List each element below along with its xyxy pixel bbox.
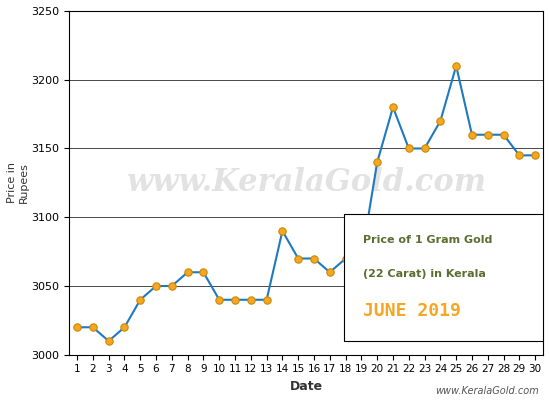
Point	[183, 269, 192, 276]
Point	[341, 255, 350, 262]
X-axis label: Date: Date	[289, 380, 323, 393]
Point	[230, 296, 239, 303]
Text: JUNE 2019: JUNE 2019	[363, 302, 461, 320]
Point	[468, 132, 476, 138]
Point	[436, 118, 445, 124]
FancyBboxPatch shape	[344, 214, 543, 341]
Point	[310, 255, 318, 262]
Point	[246, 296, 255, 303]
Text: Price of 1 Gram Gold: Price of 1 Gram Gold	[363, 235, 492, 245]
Point	[499, 132, 508, 138]
Point	[104, 338, 113, 344]
Point	[404, 145, 413, 152]
Point	[199, 269, 208, 276]
Text: www.KeralaGold.com: www.KeralaGold.com	[435, 386, 539, 396]
Point	[278, 228, 287, 234]
Point	[452, 63, 460, 69]
Point	[373, 159, 382, 166]
Point	[389, 104, 398, 110]
Point	[215, 296, 224, 303]
Point	[262, 296, 271, 303]
Text: www.KeralaGold.com: www.KeralaGold.com	[126, 167, 486, 198]
Point	[167, 283, 176, 289]
Point	[73, 324, 81, 330]
Point	[294, 255, 302, 262]
Y-axis label: Price in
Rupees: Price in Rupees	[7, 162, 29, 203]
Point	[120, 324, 129, 330]
Point	[420, 145, 429, 152]
Text: (22 Carat) in Kerala: (22 Carat) in Kerala	[363, 269, 486, 279]
Point	[152, 283, 161, 289]
Point	[531, 152, 540, 158]
Point	[483, 132, 492, 138]
Text: JUNE 2019: JUNE 2019	[363, 302, 461, 320]
Text: (22 Carat) in Kerala: (22 Carat) in Kerala	[363, 269, 486, 279]
Point	[357, 255, 366, 262]
Point	[326, 269, 334, 276]
Point	[89, 324, 97, 330]
Point	[136, 296, 145, 303]
Text: Price of 1 Gram Gold: Price of 1 Gram Gold	[363, 235, 492, 245]
Point	[515, 152, 524, 158]
